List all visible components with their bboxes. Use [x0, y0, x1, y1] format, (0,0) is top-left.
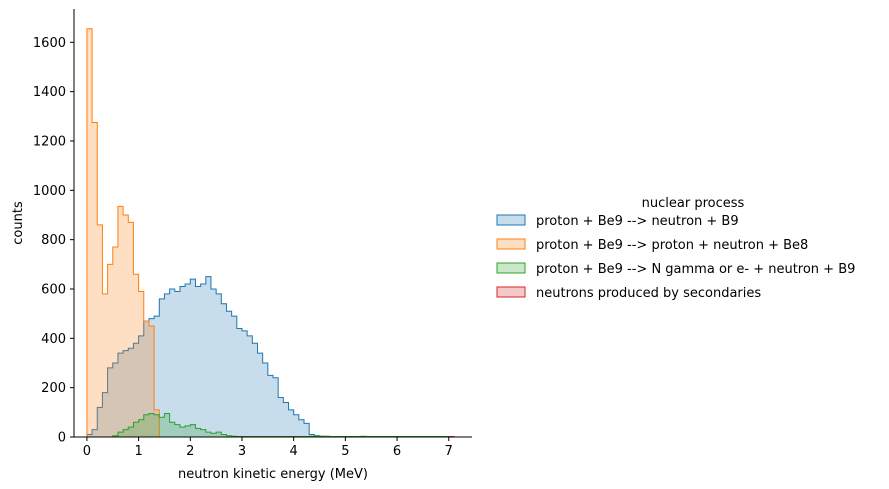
y-tick-label: 1000	[33, 184, 66, 199]
x-axis-title: neutron kinetic energy (MeV)	[178, 467, 368, 482]
legend-label: proton + Be9 --> neutron + B9	[536, 214, 739, 229]
legend-swatch	[496, 214, 526, 226]
x-tick-label: 7	[445, 444, 453, 459]
x-tick-label: 5	[341, 444, 349, 459]
x-tick-label: 1	[134, 444, 142, 459]
x-tick-label: 0	[83, 444, 91, 459]
y-tick-label: 0	[58, 431, 66, 446]
plot-area	[86, 28, 455, 438]
y-tick-label: 1600	[33, 36, 66, 51]
legend-label: neutrons produced by secondaries	[536, 286, 761, 301]
legend-swatch	[496, 238, 526, 250]
x-tick-label: 6	[393, 444, 401, 459]
legend-swatch	[496, 286, 526, 298]
y-tick-label: 200	[41, 381, 66, 396]
y-tick-label: 1400	[33, 85, 66, 100]
axes	[73, 9, 472, 438]
axis-ticks: 0 1 2 3 4 5 6 7 0 200 400 600 800 1000 1200 1400 1600	[33, 36, 453, 459]
y-tick-label: 1200	[33, 134, 66, 149]
legend-title: nuclear process	[642, 196, 745, 211]
legend-swatch	[496, 262, 526, 274]
y-tick-label: 600	[41, 282, 66, 297]
histogram-series-1	[86, 276, 346, 438]
y-axis-title: counts	[11, 201, 26, 245]
legend-label: proton + Be9 --> N gamma or e- + neutron…	[536, 262, 855, 277]
x-tick-label: 2	[186, 444, 194, 459]
y-tick-label: 800	[41, 233, 66, 248]
legend-label: proton + Be9 --> proton + neutron + Be8	[536, 238, 808, 253]
x-tick-label: 3	[238, 444, 246, 459]
legend: nuclear process proton + Be9 --> neutron…	[496, 196, 855, 301]
y-tick-label: 400	[41, 332, 66, 347]
x-tick-label: 4	[290, 444, 298, 459]
